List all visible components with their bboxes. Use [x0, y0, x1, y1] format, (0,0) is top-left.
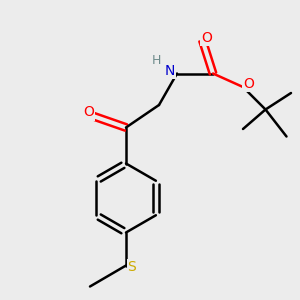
Text: S: S — [128, 260, 136, 274]
Text: O: O — [202, 31, 212, 44]
Text: O: O — [243, 77, 254, 91]
Text: H: H — [151, 53, 161, 67]
Text: O: O — [83, 106, 94, 119]
Text: N: N — [164, 64, 175, 77]
